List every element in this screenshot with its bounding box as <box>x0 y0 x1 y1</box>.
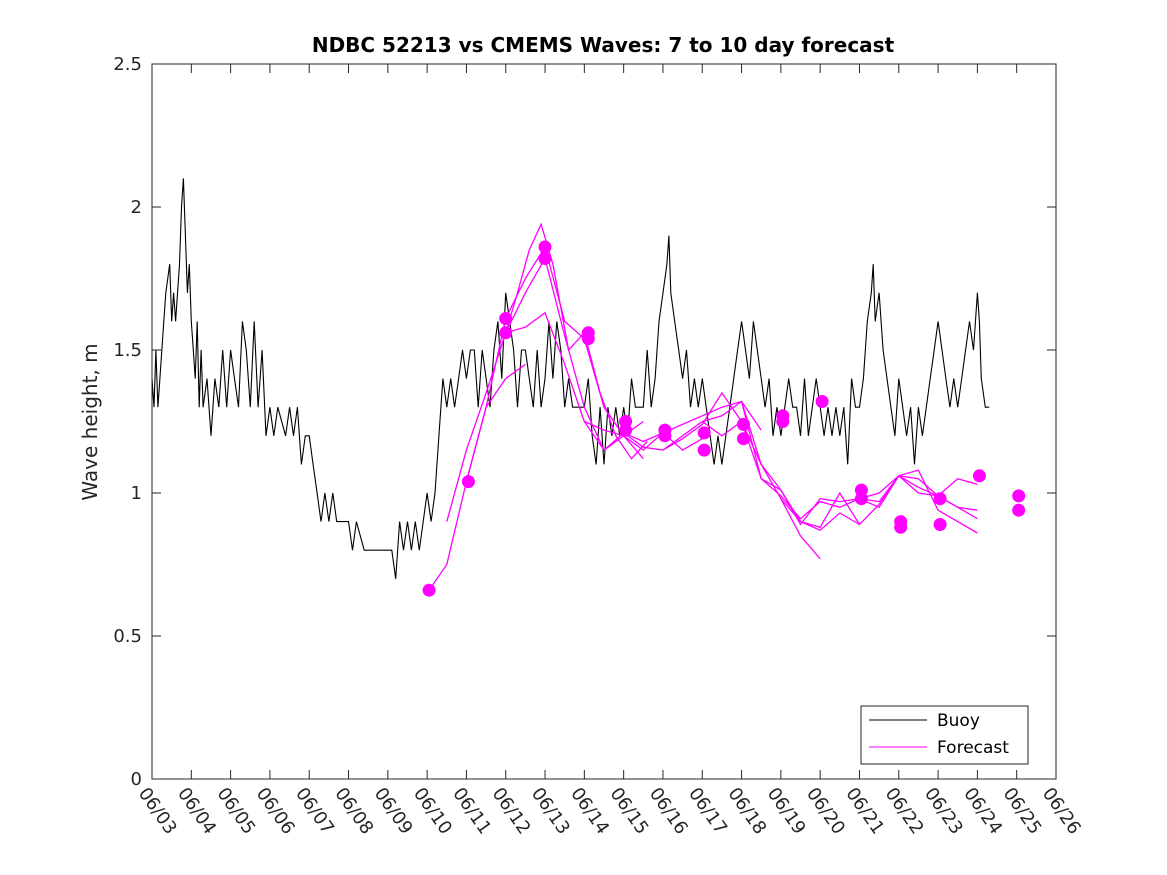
x-tick-label-1: 06/04 <box>173 784 220 839</box>
y-tick-label-5: 2.5 <box>113 54 142 75</box>
y-tick-label-2: 1 <box>131 483 142 504</box>
chart-title: NDBC 52213 vs CMEMS Waves: 7 to 10 day f… <box>312 33 895 57</box>
forecast-marker-5 <box>538 252 552 265</box>
x-tick-label-16: 06/19 <box>763 784 810 839</box>
forecast-line-8 <box>701 420 900 520</box>
forecast-marker-27 <box>1012 503 1026 517</box>
legend-label-forecast: Forecast <box>937 738 1009 758</box>
y-tick-label-4: 2 <box>131 197 142 218</box>
x-tick-label-19: 06/22 <box>881 784 928 839</box>
x-tick-label-13: 06/16 <box>645 784 692 839</box>
x-tick-label-11: 06/14 <box>566 784 613 839</box>
x-tick-label-20: 06/23 <box>920 784 967 839</box>
forecast-marker-4 <box>538 240 552 254</box>
x-tick-label-7: 06/10 <box>409 784 456 839</box>
forecast-marker-3 <box>499 326 513 340</box>
forecast-marker-1 <box>461 475 475 489</box>
x-tick-label-5: 06/08 <box>330 784 377 839</box>
forecast-marker-9 <box>619 423 633 437</box>
x-tick-label-14: 06/17 <box>684 784 731 839</box>
y-tick-label-0: 0 <box>131 769 142 790</box>
plot-frame <box>151 63 1057 780</box>
x-tick-label-17: 06/20 <box>802 784 849 839</box>
x-tick-label-0: 06/03 <box>134 784 181 839</box>
forecast-marker-25 <box>972 469 986 483</box>
x-tick-label-21: 06/24 <box>959 784 1006 839</box>
forecast-marker-26 <box>1012 489 1026 503</box>
forecast-marker-11 <box>658 429 672 443</box>
forecast-line-10 <box>780 475 978 529</box>
forecast-marker-2 <box>499 312 513 325</box>
legend-label-buoy: Buoy <box>937 711 980 731</box>
forecast-marker-14 <box>737 417 750 431</box>
x-tick-label-10: 06/13 <box>527 784 574 839</box>
series-layer <box>151 178 1026 597</box>
x-tick-label-22: 06/25 <box>999 784 1046 839</box>
forecast-line-3 <box>505 222 648 460</box>
x-tick-label-9: 06/12 <box>488 784 535 839</box>
forecast-marker-18 <box>815 395 829 408</box>
legend: Buoy Forecast <box>860 705 1029 765</box>
x-tick-label-2: 06/05 <box>213 784 260 839</box>
x-tick-label-4: 06/07 <box>291 784 338 839</box>
forecast-line-5 <box>584 400 762 451</box>
forecast-marker-0 <box>422 583 436 597</box>
forecast-marker-15 <box>737 432 750 446</box>
y-tick-label-1: 0.5 <box>113 626 142 647</box>
y-axis-label: Wave height, m <box>78 343 102 500</box>
forecast-line-2 <box>465 245 644 482</box>
forecast-marker-17 <box>776 415 790 428</box>
forecast-line-1 <box>446 256 644 522</box>
forecast-line-11 <box>859 469 978 534</box>
forecast-marker-23 <box>933 492 947 506</box>
x-tick-label-8: 06/11 <box>448 784 495 839</box>
x-tick-label-6: 06/09 <box>370 784 417 839</box>
forecast-marker-22 <box>894 520 908 534</box>
forecast-marker-20 <box>854 492 868 506</box>
legend-box <box>860 705 1029 765</box>
forecast-marker-12 <box>697 426 711 440</box>
forecast-line-6 <box>623 391 821 560</box>
buoy-line <box>151 178 990 579</box>
x-tick-label-18: 06/21 <box>841 784 888 839</box>
forecast-marker-24 <box>933 518 947 531</box>
x-tick-label-12: 06/15 <box>606 784 653 839</box>
forecast-marker-13 <box>697 443 711 457</box>
forecast-marker-7 <box>581 332 595 346</box>
forecast-line-7 <box>662 400 860 531</box>
y-tick-label-3: 1.5 <box>113 340 142 361</box>
x-tick-label-15: 06/18 <box>723 784 770 839</box>
x-tick-label-3: 06/06 <box>252 784 299 839</box>
x-tick-label-23: 06/26 <box>1038 784 1085 839</box>
